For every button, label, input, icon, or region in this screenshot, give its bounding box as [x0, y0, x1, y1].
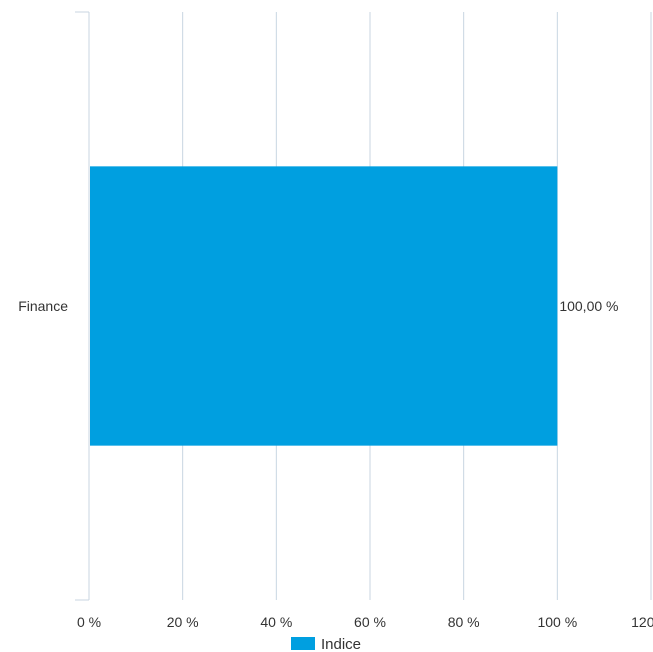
- x-tick-label-80: 80 %: [448, 614, 480, 630]
- legend-swatch-indice[interactable]: [291, 637, 315, 650]
- axes: [75, 11, 90, 601]
- category-label-finance: Finance: [18, 298, 68, 314]
- x-tick-label-120: 120 %: [631, 614, 653, 630]
- x-tick-label-0: 0 %: [77, 614, 101, 630]
- legend-label-indice[interactable]: Indice: [321, 636, 361, 652]
- labels: 0 % 20 % 40 % 60 % 80 % 100 % 120 % Finance 100,…: [18, 298, 653, 630]
- x-tick-label-20: 20 %: [167, 614, 199, 630]
- data-label-finance: 100,00 %: [559, 298, 618, 314]
- x-tick-label-60: 60 %: [354, 614, 386, 630]
- bars: [90, 166, 558, 446]
- bar-finance[interactable]: [90, 166, 558, 446]
- legend[interactable]: Indice: [291, 636, 361, 652]
- x-tick-label-40: 40 %: [260, 614, 292, 630]
- x-tick-label-100: 100 %: [537, 614, 577, 630]
